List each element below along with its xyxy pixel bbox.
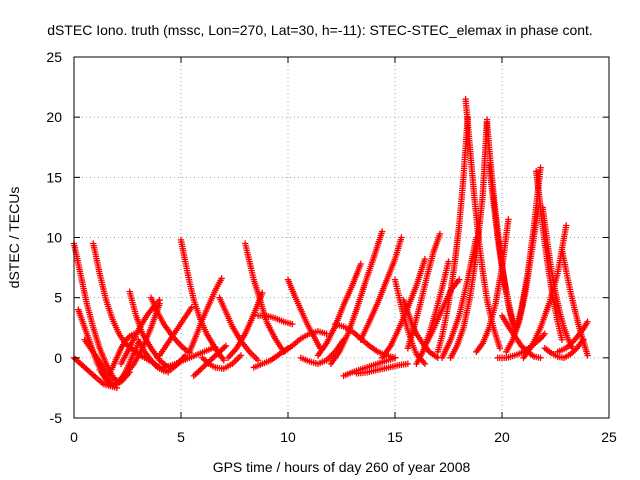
data-point	[421, 255, 429, 263]
y-tick-label: 5	[54, 290, 62, 306]
data-series	[494, 330, 548, 362]
data-point	[436, 230, 444, 238]
data-point	[563, 222, 570, 229]
data-point	[218, 275, 225, 282]
data-point	[584, 318, 591, 325]
data-point	[188, 304, 195, 311]
data-series	[357, 234, 405, 343]
data-point	[537, 354, 544, 362]
y-tick-label: 15	[46, 169, 62, 185]
data-points	[70, 95, 591, 392]
chart-title: dSTEC Iono. truth (mssc, Lon=270, Lat=30…	[47, 22, 593, 38]
data-point	[456, 276, 463, 283]
x-tick-label: 0	[70, 429, 78, 445]
data-series	[254, 312, 296, 328]
data-point	[541, 330, 548, 337]
data-series	[353, 360, 412, 377]
y-tick-label: 0	[54, 350, 62, 366]
data-series	[404, 230, 444, 352]
y-tick-label: 10	[46, 230, 62, 246]
data-series	[327, 228, 386, 368]
data-point	[259, 289, 266, 297]
data-series	[156, 304, 195, 359]
data-series	[314, 260, 364, 359]
data-point	[220, 357, 227, 364]
data-series	[280, 328, 330, 356]
axis-ticks: 0 5 10 15 20 25 -5 0 5 10 15 20 25	[46, 49, 617, 445]
data-series	[186, 275, 225, 356]
x-axis-title: GPS time / hours of day 260 of year 2008	[213, 459, 471, 475]
data-series	[160, 343, 219, 371]
data-series	[541, 336, 587, 362]
data-point	[254, 357, 262, 364]
data-series	[284, 276, 324, 352]
data-point	[398, 234, 405, 241]
data-point	[537, 164, 544, 171]
data-point	[357, 260, 364, 268]
data-point	[378, 228, 386, 235]
y-axis-title: dSTEC / TECUs	[6, 187, 22, 289]
y-tick-label: 25	[46, 49, 62, 65]
data-point	[505, 216, 512, 223]
x-tick-label: 20	[494, 429, 510, 445]
data-point	[156, 296, 163, 304]
data-series	[126, 288, 172, 371]
data-point	[445, 258, 452, 265]
data-series	[539, 204, 576, 352]
data-point	[222, 342, 230, 349]
x-tick-label: 5	[177, 429, 185, 445]
data-point	[237, 352, 245, 359]
data-point	[421, 360, 429, 368]
data-point	[391, 354, 399, 362]
data-series	[199, 352, 245, 372]
data-series	[105, 330, 138, 380]
data-point	[580, 336, 587, 343]
data-series	[511, 164, 544, 337]
data-series	[554, 318, 591, 356]
data-series	[242, 240, 287, 356]
data-point	[558, 336, 566, 343]
data-series	[473, 216, 512, 356]
y-tick-label: 20	[46, 109, 62, 125]
x-tick-label: 15	[387, 429, 403, 445]
x-tick-label: 10	[280, 429, 296, 445]
x-tick-label: 25	[601, 429, 617, 445]
data-point	[584, 352, 591, 359]
data-point	[289, 320, 296, 328]
data-series	[331, 320, 399, 362]
y-tick-label: -5	[50, 410, 63, 426]
data-point	[496, 345, 504, 352]
data-series	[96, 340, 142, 388]
data-series	[340, 354, 399, 380]
data-point	[404, 360, 412, 368]
